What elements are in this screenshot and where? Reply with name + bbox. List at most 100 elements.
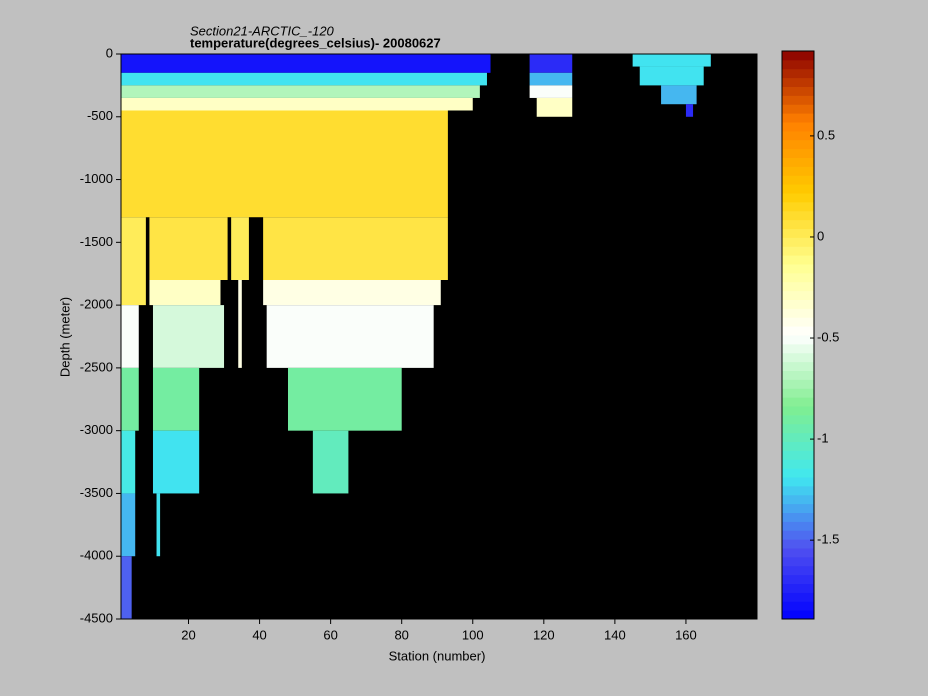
colorbar-swatch: [782, 166, 814, 176]
colorbar-swatch: [782, 414, 814, 425]
colorbar-swatch: [782, 326, 814, 336]
heat-cell: [529, 54, 573, 73]
y-tick-label: -4000: [80, 548, 113, 563]
colorbar-tick-label: -1.5: [817, 532, 839, 547]
colorbar-swatch: [782, 379, 814, 389]
colorbar-swatch: [782, 113, 814, 123]
y-tick-label: -2000: [80, 297, 113, 312]
colorbar-swatch: [782, 255, 814, 265]
colorbar-tick-label: -1: [817, 431, 829, 446]
heat-cell: [661, 85, 697, 105]
colorbar-swatch: [782, 290, 814, 300]
x-tick-label: 100: [462, 627, 484, 642]
y-tick-label: -3000: [80, 422, 113, 437]
heat-cell: [149, 280, 221, 306]
y-tick-label: -500: [87, 108, 113, 123]
heat-cell: [121, 110, 448, 218]
y-axis-label: Depth (meter): [57, 297, 72, 377]
heat-cell: [263, 217, 448, 280]
colorbar-swatch: [782, 494, 814, 505]
x-tick-label: 40: [252, 627, 266, 642]
colorbar-swatch: [782, 130, 814, 141]
colorbar-swatch: [782, 95, 814, 105]
heat-cell: [121, 305, 139, 368]
colorbar-swatch: [782, 335, 814, 345]
y-tick-label: -3500: [80, 485, 113, 500]
colorbar-tick-label: 0.5: [817, 127, 835, 142]
colorbar-frame: [781, 50, 815, 620]
heat-cell: [121, 217, 146, 306]
colorbar-swatch: [782, 503, 814, 513]
x-tick-label: 120: [533, 627, 555, 642]
colorbar-swatch: [782, 68, 814, 79]
colorbar-swatch: [782, 210, 814, 221]
heat-cell: [121, 72, 487, 86]
colorbar-swatch: [782, 539, 814, 549]
heat-cell: [536, 97, 573, 117]
heat-cell: [121, 54, 491, 73]
colorbar-swatch: [782, 370, 814, 380]
colorbar-swatch: [782, 308, 814, 318]
colorbar-swatch: [782, 157, 814, 167]
colorbar-swatch: [782, 548, 814, 558]
colorbar-swatch: [782, 477, 814, 487]
colorbar-swatch: [782, 281, 814, 292]
colorbar-swatch: [782, 565, 814, 576]
heat-cell: [156, 493, 161, 557]
colorbar-swatch: [782, 299, 814, 309]
colorbar-swatch: [782, 610, 814, 620]
plot-frame: [120, 53, 758, 620]
colorbar-swatch: [782, 175, 814, 185]
y-tick-label: -1000: [80, 171, 113, 186]
colorbar-swatch: [782, 432, 814, 442]
colorbar-swatch: [782, 237, 814, 247]
colorbar-tick-label: -0.5: [817, 329, 839, 344]
x-tick-label: 140: [604, 627, 626, 642]
colorbar-swatch: [782, 361, 814, 371]
colorbar-swatch: [782, 397, 814, 407]
colorbar-swatch: [782, 388, 814, 398]
x-axis-label: Station (number): [389, 648, 486, 663]
y-tick-label: -4500: [80, 610, 113, 625]
heat-cell: [121, 556, 132, 619]
colorbar-swatch: [782, 59, 814, 70]
colorbar-swatch: [782, 530, 814, 540]
colorbar-swatch: [782, 193, 814, 203]
colorbar-swatch: [782, 219, 814, 229]
colorbar-swatch: [782, 441, 814, 451]
colorbar-tick-label: 0: [817, 228, 824, 243]
colorbar-swatch: [782, 343, 814, 354]
heat-cell: [152, 305, 225, 368]
heat-cell: [263, 280, 441, 306]
colorbar-swatch: [782, 485, 814, 496]
heat-cell: [121, 367, 139, 431]
colorbar-swatch: [782, 228, 814, 238]
colorbar-swatch: [782, 601, 814, 611]
colorbar-swatch: [782, 246, 814, 256]
colorbar-swatch: [782, 521, 814, 531]
colorbar-swatch: [782, 592, 814, 602]
heat-cell: [266, 305, 434, 368]
heat-cell: [149, 217, 228, 280]
colorbar-swatch: [782, 352, 814, 363]
heat-cell: [685, 104, 694, 117]
colorbar-swatch: [782, 583, 814, 593]
colorbar-swatch: [782, 139, 814, 150]
colorbar-swatch: [782, 272, 814, 283]
heat-cell: [639, 66, 704, 86]
colorbar-swatch: [782, 201, 814, 212]
heat-cell: [287, 367, 402, 431]
y-tick-label: -2500: [80, 359, 113, 374]
heat-cell: [121, 430, 136, 494]
colorbar-swatch: [782, 264, 814, 274]
colorbar-swatch: [782, 104, 814, 114]
heat-cell: [312, 430, 349, 494]
colorbar-swatch: [782, 77, 814, 87]
heat-cell: [529, 72, 573, 86]
heat-cell: [238, 280, 242, 368]
chart-subtitle: temperature(degrees_celsius)- 20080627: [190, 35, 441, 50]
x-tick-label: 160: [675, 627, 697, 642]
y-tick-label: 0: [106, 45, 113, 60]
heat-cell: [529, 85, 573, 98]
